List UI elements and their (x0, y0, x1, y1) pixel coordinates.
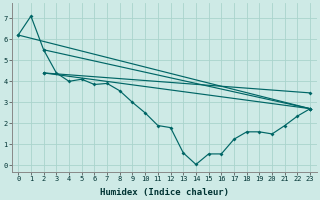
X-axis label: Humidex (Indice chaleur): Humidex (Indice chaleur) (100, 188, 229, 197)
